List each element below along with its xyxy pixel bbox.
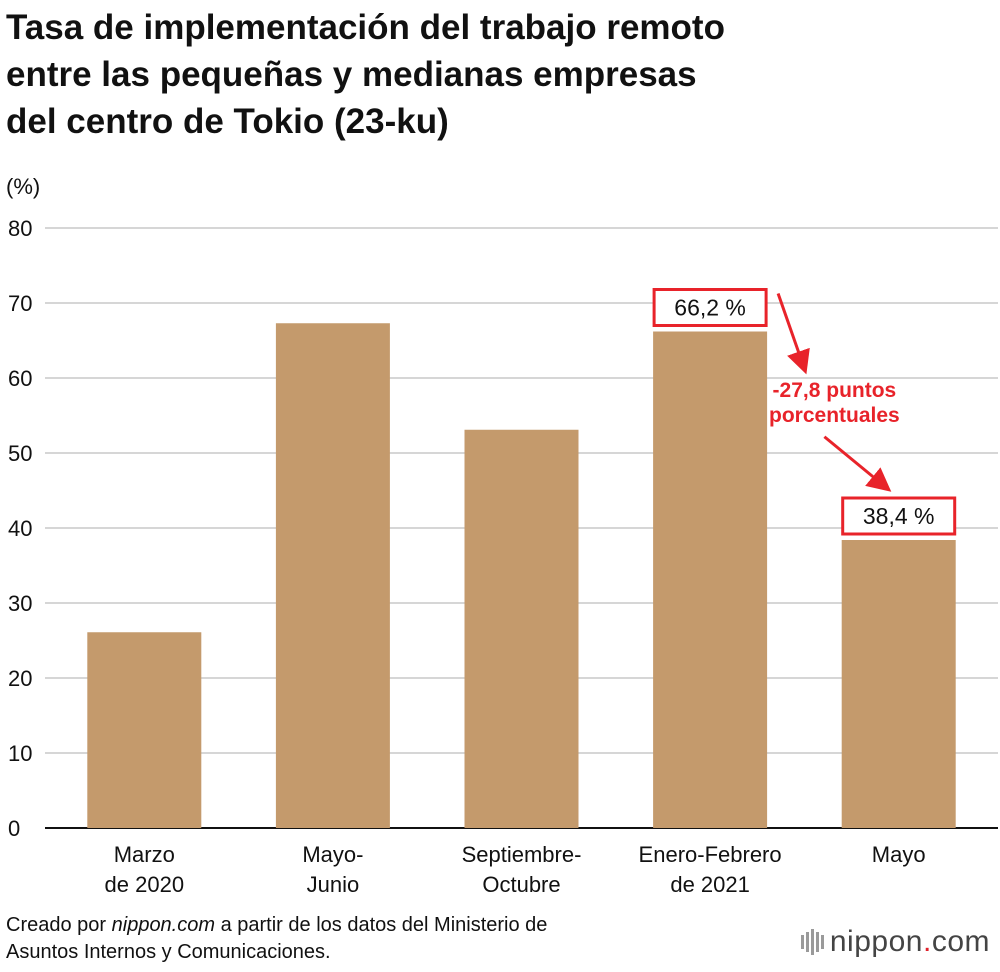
data-label-box [652, 288, 768, 327]
title-line-3: del centro de Tokio (23-ku) [6, 102, 449, 141]
x-tick-label: Junio [307, 872, 360, 897]
annotation-text: porcentuales [769, 404, 900, 427]
x-tick-label: Enero-Febrero [639, 842, 782, 867]
y-tick-label: 10 [8, 741, 32, 766]
bar [653, 331, 768, 828]
x-tick-label: Mayo [872, 842, 926, 867]
y-tick-label: 60 [8, 366, 32, 391]
y-tick-label: 80 [8, 216, 32, 241]
x-tick-label: de 2021 [670, 872, 750, 897]
y-tick-label: 30 [8, 591, 32, 616]
brand-dot: . [922, 925, 932, 958]
title-line-1: Tasa de implementación del trabajo remot… [6, 8, 725, 47]
x-tick-label: de 2020 [105, 872, 185, 897]
y-axis-label: (%) [6, 174, 40, 199]
bar-chart: (%) 0 10 20 30 40 50 60 70 80 Marzo de 2020 Mayo- Jun… [6, 174, 998, 897]
data-label: 66,2 % [674, 295, 746, 321]
brand-tld: com [931, 925, 990, 958]
y-tick-label: 0 [8, 816, 20, 841]
brand-name: nippon [829, 925, 923, 958]
x-tick-label: Septiembre- [462, 842, 582, 867]
data-label-box [841, 496, 957, 536]
data-label: 38,4 % [863, 503, 935, 529]
source-suffix: a partir de los datos del Ministerio de [215, 914, 548, 936]
nippon-logo: nippon. com [800, 925, 990, 959]
source-line-2: Asuntos Internos y Comunicaciones. [6, 941, 331, 963]
source-note: Creado por nippon.com a partir de los da… [6, 912, 547, 966]
bar [464, 429, 579, 828]
source-prefix: Creado por [6, 914, 112, 936]
x-tick-label: Octubre [482, 872, 560, 897]
bar [841, 540, 956, 828]
annotation-arrow-lower [823, 435, 892, 492]
bar [275, 323, 390, 828]
source-site: nippon.com [111, 914, 216, 936]
logo-bars-icon [800, 929, 824, 955]
x-tick-label: Marzo [114, 842, 175, 867]
annotation-arrow-upper [776, 293, 810, 375]
bar [87, 632, 202, 828]
y-tick-label: 70 [8, 291, 32, 316]
y-tick-label: 20 [8, 666, 32, 691]
x-tick-label: Mayo- [302, 842, 363, 867]
y-tick-label: 50 [8, 441, 32, 466]
title-line-2: entre las pequeñas y medianas empresas [6, 55, 697, 94]
annotation-text: -27,8 puntos [773, 379, 897, 402]
y-tick-label: 40 [8, 516, 32, 541]
page-title: Tasa de implementación del trabajo remot… [6, 4, 906, 145]
